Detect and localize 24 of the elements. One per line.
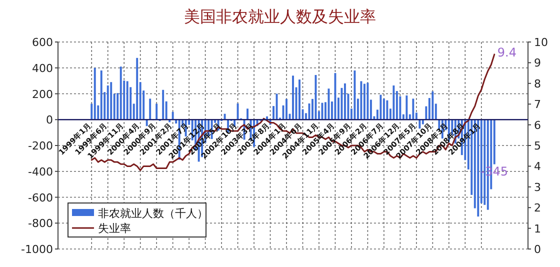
data-label: 9.4 [497,45,516,60]
y2-tick-label: 3 [534,180,541,194]
y-tick-label: 600 [32,36,53,49]
y2-tick-label: 0 [534,243,541,256]
legend-label: 失业率 [98,222,131,235]
y-tick-label: -200 [28,140,53,152]
y-tick-label: 0 [46,114,53,127]
y2-tick-label: 6 [534,118,541,132]
y2-tick-label: 2 [534,202,541,215]
y2-tick-label: 10 [534,36,548,49]
y2-tick-label: 1 [534,222,541,236]
y-tick-label: -600 [28,191,53,204]
y-tick-label: -800 [28,217,53,230]
y-tick-label: 400 [32,62,53,75]
y-tick-label: 200 [32,88,53,101]
y-tick-label: -400 [28,165,53,178]
y-tick-label: -1000 [21,243,53,256]
chart-title: 美国非农就业人数及失业率 [184,7,376,26]
y2-tick-label: 7 [534,98,541,112]
y2-tick-label: 4 [534,160,541,174]
y2-tick-label: 5 [534,140,541,152]
y2-tick-label: 9 [534,56,541,70]
y2-tick-label: 8 [534,77,541,90]
legend-label: 非农就业人数（千人） [98,207,208,220]
